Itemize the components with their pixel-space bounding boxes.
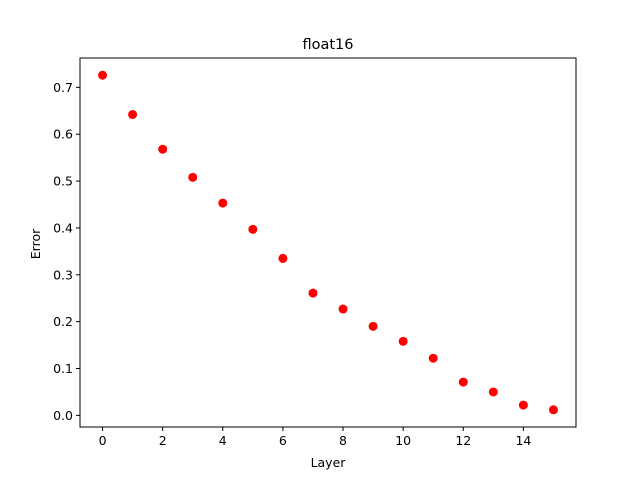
data-point (218, 198, 228, 208)
plot-frame (79, 57, 577, 428)
data-point (428, 353, 438, 363)
y-tick-label: 0.0 (53, 408, 73, 423)
data-point (248, 224, 258, 234)
x-tick-label: 12 (455, 433, 471, 448)
data-point (488, 387, 498, 397)
chart-title: float16 (302, 37, 353, 53)
x-tick-label: 8 (339, 433, 347, 448)
y-tick-label: 0.1 (53, 361, 73, 376)
y-tick-label: 0.5 (53, 174, 73, 189)
data-point (548, 405, 558, 415)
x-tick-label: 2 (159, 433, 167, 448)
data-point (518, 400, 528, 410)
x-tick-label: 0 (99, 433, 107, 448)
data-point (98, 70, 108, 80)
data-point (128, 110, 138, 120)
x-tick-label: 4 (219, 433, 227, 448)
x-tick-label: 14 (515, 433, 531, 448)
y-axis-label: Error (28, 228, 43, 259)
y-tick-label: 0.7 (53, 80, 73, 95)
x-axis-label: Layer (311, 455, 347, 470)
x-tick-label: 10 (395, 433, 411, 448)
data-points (98, 70, 558, 415)
data-point (368, 321, 378, 331)
data-point (278, 253, 288, 263)
data-point (188, 172, 198, 182)
data-point (398, 336, 408, 346)
y-tick-label: 0.2 (53, 314, 73, 329)
data-point (158, 144, 168, 154)
data-point (458, 377, 468, 387)
data-point (308, 288, 318, 298)
x-tick-label: 6 (279, 433, 287, 448)
y-tick-label: 0.4 (53, 220, 73, 235)
y-tick-label: 0.3 (53, 267, 73, 282)
axis-ticks: 0 2 4 6 8 10 12 14 0.0 0.1 0.2 0.3 0.4 0.5 0.6 0.7 (53, 80, 531, 448)
data-point (338, 304, 348, 314)
y-tick-label: 0.6 (53, 127, 73, 142)
